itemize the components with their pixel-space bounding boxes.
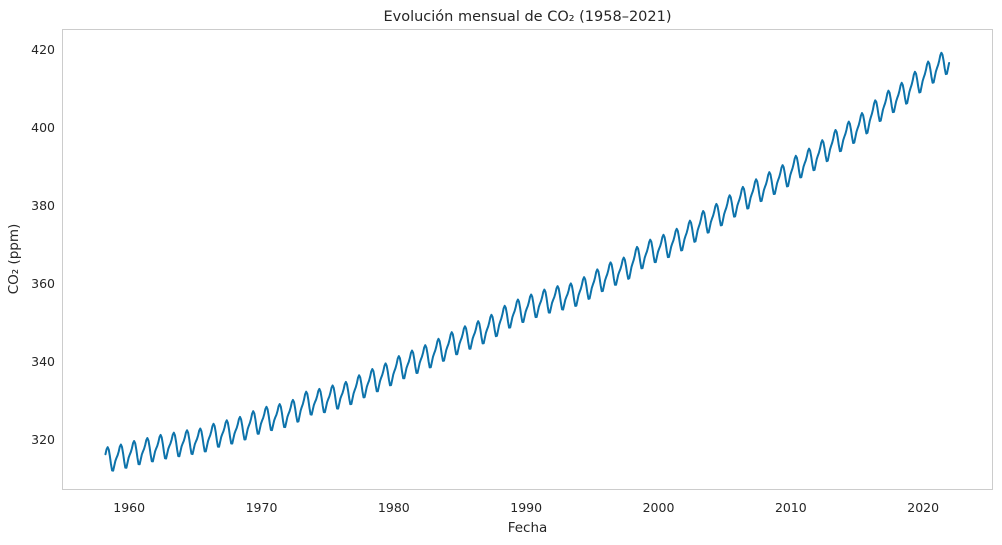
x-tick-label: 2010 (774, 500, 807, 515)
y-tick-label: 400 (31, 119, 55, 135)
y-tick-label: 320 (31, 432, 55, 448)
chart-title: Evolución mensual de CO₂ (1958–2021) (383, 9, 672, 25)
plot-area (61, 28, 993, 490)
x-tick-label: 1970 (245, 500, 278, 515)
x-axis-label: Fecha (507, 520, 548, 536)
x-tick-label: 1980 (377, 500, 410, 515)
y-tick-label: 420 (31, 41, 55, 57)
x-tick-label: 1990 (510, 500, 543, 515)
x-tick-label: 2000 (642, 500, 675, 515)
y-axis-label: CO₂ (ppm) (6, 223, 22, 295)
co2-monthly-line-series (104, 51, 950, 472)
x-tick-label: 2020 (907, 500, 940, 515)
y-tick-label: 340 (31, 354, 55, 370)
line-plot-canvas (104, 51, 950, 472)
y-tick-label: 380 (31, 197, 55, 213)
x-tick-label: 1960 (113, 500, 146, 515)
